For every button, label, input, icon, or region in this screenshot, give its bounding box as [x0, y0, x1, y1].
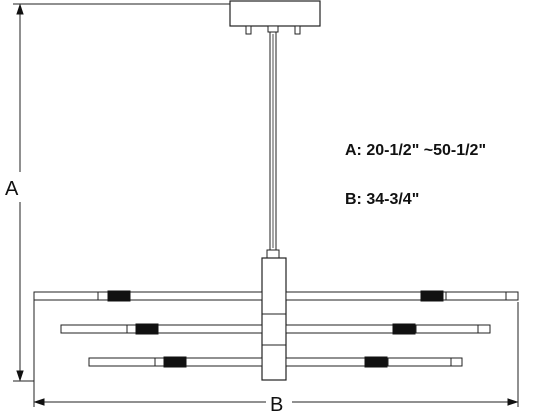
center-column: [261, 257, 287, 381]
arm-bottom-right-socket: [364, 356, 388, 368]
dimension-a: A: [5, 3, 230, 382]
arm-middle-right-outer: [415, 324, 491, 334]
ceiling-canopy: [229, 0, 321, 35]
downrod: [266, 31, 280, 259]
dimension-a-arrow-bottom: [16, 370, 24, 382]
dimension-specs: A: 20-1/2" ~50-1/2" B: 34-3/4": [345, 142, 486, 208]
canopy-screw-right: [294, 25, 301, 35]
arm-middle-left-inner: [126, 324, 263, 334]
downrod-coupler: [266, 249, 280, 259]
fixture-center-body: [261, 257, 287, 381]
arm-bottom-left-outer: [88, 357, 156, 367]
arm-middle-left-socket: [135, 323, 159, 335]
arm-middle-left-outer: [60, 324, 128, 334]
canopy-screw-left: [245, 25, 252, 35]
arm-top-left-outer: [33, 291, 99, 301]
dimension-a-label: A: [5, 178, 19, 200]
arm-top-left-socket: [107, 290, 131, 302]
dimension-b-arrow-left: [33, 398, 45, 406]
arm-row-top: [33, 290, 519, 302]
dimension-b-arrow-right: [507, 398, 519, 406]
canopy-plate: [229, 0, 321, 27]
dimension-b: B: [33, 302, 519, 414]
arm-top-right-outer: [445, 291, 519, 301]
canopy-neck: [267, 25, 279, 33]
arm-bottom-left-inner: [154, 357, 263, 367]
arm-middle-right-socket: [392, 323, 416, 335]
dimension-a-arrow-top: [16, 3, 24, 15]
dimension-b-label: B: [270, 394, 283, 414]
spec-b-text: B: 34-3/4": [345, 191, 419, 208]
arm-bottom-right-outer: [387, 357, 463, 367]
arm-row-middle: [60, 323, 491, 335]
arm-top-right-socket: [420, 290, 444, 302]
arm-row-bottom: [88, 356, 463, 368]
arm-bottom-left-socket: [163, 356, 187, 368]
spec-a-text: A: 20-1/2" ~50-1/2": [345, 142, 486, 159]
arm-top-left-inner: [97, 291, 263, 301]
